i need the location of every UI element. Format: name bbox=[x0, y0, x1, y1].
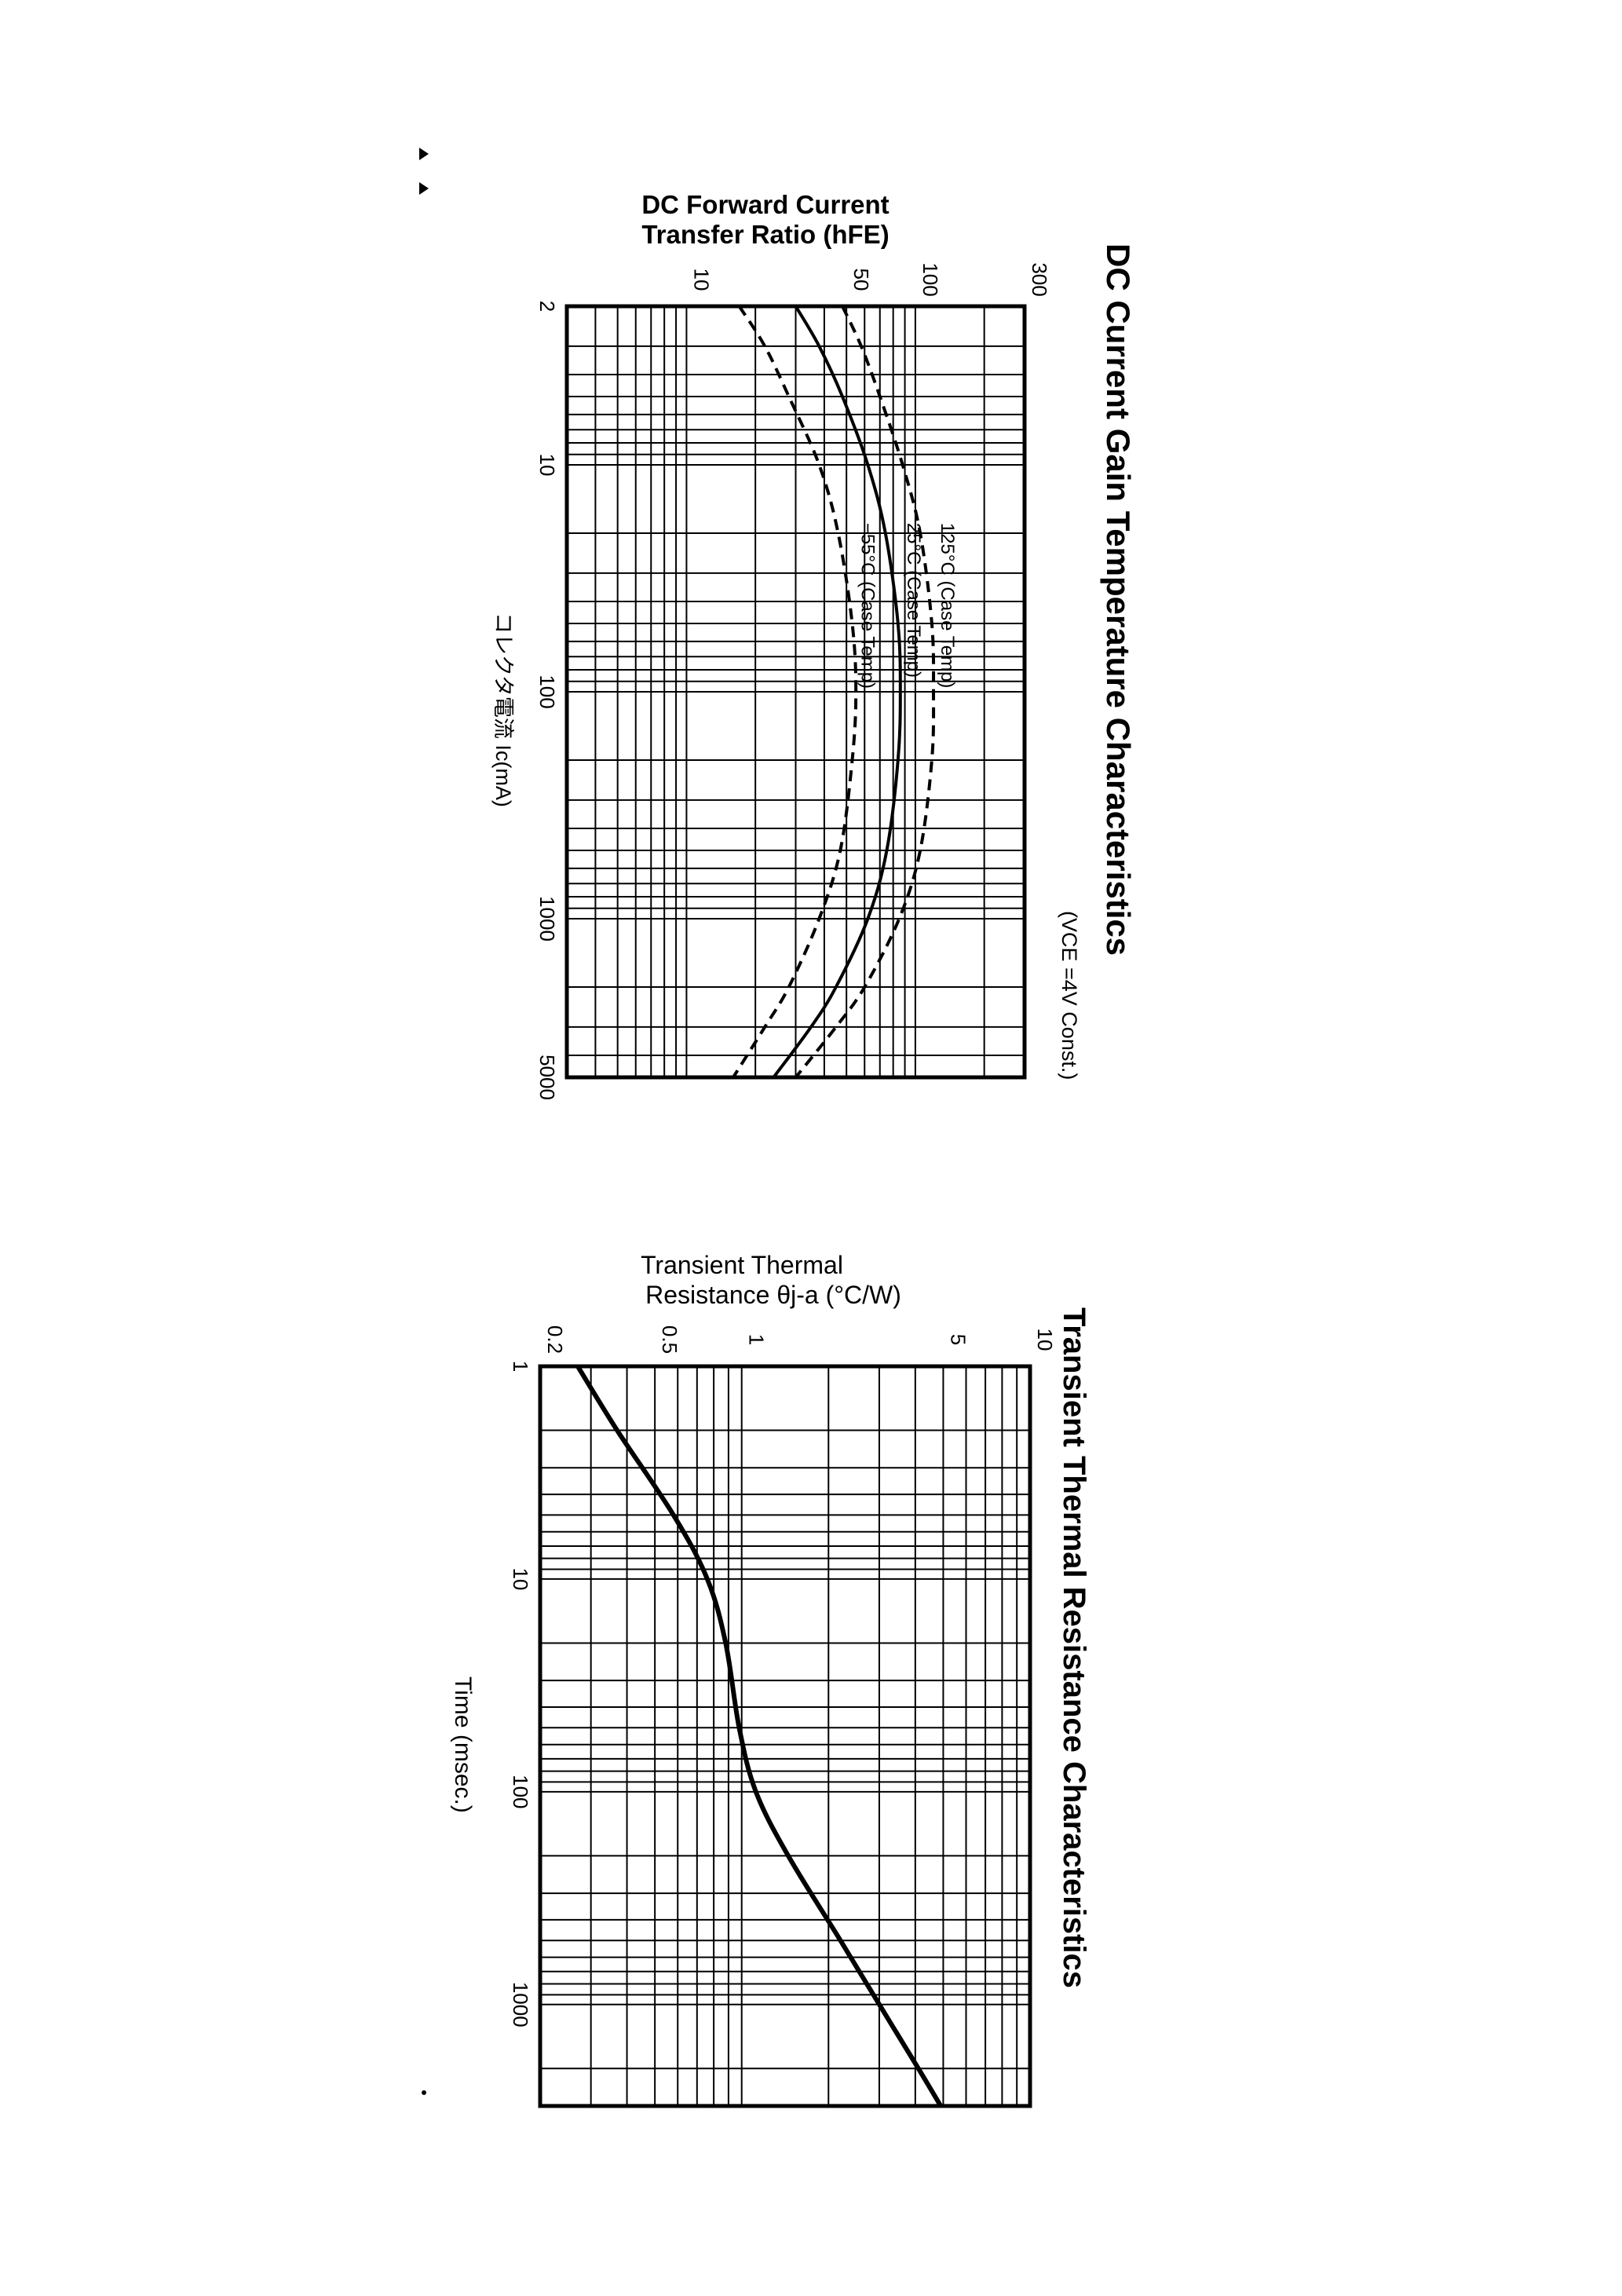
x-tick-label: 100 bbox=[535, 675, 559, 708]
series-line bbox=[772, 305, 902, 1079]
y-tick-label: 300 bbox=[1028, 262, 1051, 296]
x-tick-label: 1000 bbox=[535, 896, 559, 941]
y-tick-label: 5 bbox=[946, 1334, 970, 1345]
series-line bbox=[794, 305, 936, 1079]
x-tick-label: 10 bbox=[509, 1567, 532, 1590]
x-tick-label: 100 bbox=[509, 1775, 532, 1808]
x-axis-label: コレクタ電流 Ic(mA) bbox=[491, 612, 515, 807]
y-tick-label: 10 bbox=[689, 269, 713, 291]
scan-mark-icon bbox=[419, 182, 429, 195]
series-label: 25°C (Case Temp) bbox=[903, 523, 924, 678]
y-axis-label-line-1: Transient Thermal bbox=[641, 1251, 843, 1279]
y-tick-label: 0.2 bbox=[543, 1325, 567, 1354]
chart-subtitle: (VCE =4V Const.) bbox=[1058, 911, 1081, 1080]
x-axis-label: Time (msec.) bbox=[450, 1676, 476, 1813]
dc-current-gain-chart: DC Current Gain Temperature Characterist… bbox=[491, 190, 1137, 1100]
x-tick-label: 10 bbox=[535, 454, 559, 477]
y-tick-label: 1 bbox=[745, 1334, 769, 1345]
scan-dot bbox=[422, 2090, 426, 2095]
series-line bbox=[575, 1365, 943, 2108]
series-line bbox=[732, 305, 858, 1079]
scan-mark-icon bbox=[419, 148, 429, 160]
x-tick-label: 2 bbox=[535, 301, 559, 312]
series-label: 125°C (Case Temp) bbox=[937, 523, 958, 689]
x-tick-label: 5000 bbox=[535, 1055, 559, 1100]
y-tick-label: 100 bbox=[919, 262, 942, 296]
x-tick-label: 1 bbox=[509, 1361, 532, 1372]
series-label: −55°C (Case Temp) bbox=[857, 523, 879, 689]
transient-thermal-resistance-chart: Transient Thermal Resistance Characteris… bbox=[450, 1251, 1091, 2108]
y-axis-label-line-2: Transfer Ratio (hFE) bbox=[641, 220, 889, 249]
plot-frame bbox=[538, 1364, 1032, 2108]
y-axis-label-line-2: Resistance θj-a (°C/W) bbox=[645, 1281, 901, 1309]
x-tick-label: 1000 bbox=[509, 1982, 532, 2027]
y-tick-label: 50 bbox=[849, 269, 873, 291]
y-tick-label: 0.5 bbox=[658, 1325, 681, 1354]
y-axis-label-line-1: DC Forward Current bbox=[641, 190, 889, 219]
chart-title: DC Current Gain Temperature Characterist… bbox=[1100, 243, 1137, 956]
y-tick-label: 10 bbox=[1033, 1329, 1057, 1351]
chart-title: Transient Thermal Resistance Characteris… bbox=[1057, 1307, 1091, 1988]
